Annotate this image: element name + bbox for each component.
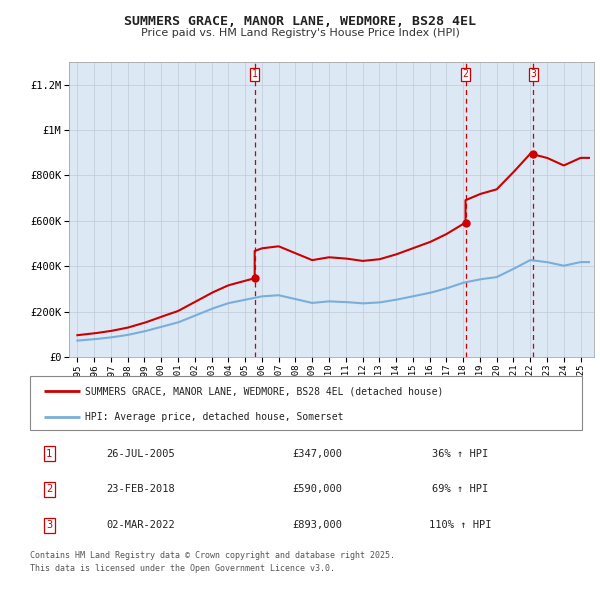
Text: 23-FEB-2018: 23-FEB-2018 bbox=[106, 484, 175, 494]
FancyBboxPatch shape bbox=[30, 376, 582, 430]
Text: 1: 1 bbox=[252, 70, 257, 79]
Text: 3: 3 bbox=[46, 520, 52, 530]
Text: £347,000: £347,000 bbox=[292, 449, 342, 459]
Text: £590,000: £590,000 bbox=[292, 484, 342, 494]
Text: Contains HM Land Registry data © Crown copyright and database right 2025.: Contains HM Land Registry data © Crown c… bbox=[30, 550, 395, 559]
Text: 36% ↑ HPI: 36% ↑ HPI bbox=[433, 449, 488, 459]
Text: 2: 2 bbox=[463, 70, 469, 79]
Text: 2: 2 bbox=[46, 484, 52, 494]
Text: 26-JUL-2005: 26-JUL-2005 bbox=[106, 449, 175, 459]
Text: 02-MAR-2022: 02-MAR-2022 bbox=[106, 520, 175, 530]
Text: 3: 3 bbox=[530, 70, 536, 79]
Text: This data is licensed under the Open Government Licence v3.0.: This data is licensed under the Open Gov… bbox=[30, 564, 335, 573]
Text: 110% ↑ HPI: 110% ↑ HPI bbox=[430, 520, 492, 530]
Text: Price paid vs. HM Land Registry's House Price Index (HPI): Price paid vs. HM Land Registry's House … bbox=[140, 28, 460, 38]
Text: HPI: Average price, detached house, Somerset: HPI: Average price, detached house, Some… bbox=[85, 412, 344, 422]
Text: SUMMERS GRACE, MANOR LANE, WEDMORE, BS28 4EL (detached house): SUMMERS GRACE, MANOR LANE, WEDMORE, BS28… bbox=[85, 386, 443, 396]
Text: 69% ↑ HPI: 69% ↑ HPI bbox=[433, 484, 488, 494]
Text: SUMMERS GRACE, MANOR LANE, WEDMORE, BS28 4EL: SUMMERS GRACE, MANOR LANE, WEDMORE, BS28… bbox=[124, 15, 476, 28]
Text: £893,000: £893,000 bbox=[292, 520, 342, 530]
Text: 1: 1 bbox=[46, 449, 52, 459]
